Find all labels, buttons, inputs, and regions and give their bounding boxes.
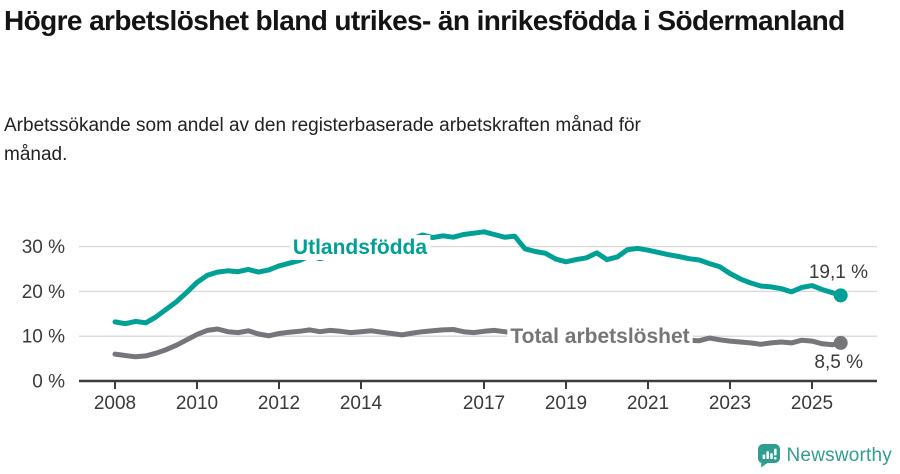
series-label-mask: [507, 324, 693, 349]
series-label: Utlandsfödda: [293, 236, 427, 259]
branding: Newsworthy: [757, 444, 892, 468]
x-axis-tick-label: 2008: [94, 393, 136, 414]
newsworthy-logo-text: Newsworthy: [786, 445, 892, 466]
end-value-annotation: 8,5 %: [814, 352, 863, 373]
x-axis-tick-label: 2025: [791, 393, 833, 414]
x-axis-tick-label: 2021: [627, 393, 669, 414]
x-axis-tick-label: 2017: [463, 393, 505, 414]
series-end-dot: [833, 288, 848, 303]
y-axis-tick-label: 0 %: [32, 372, 65, 393]
x-axis-tick-label: 2023: [709, 393, 751, 414]
y-axis-tick-label: 10 %: [22, 327, 65, 348]
y-axis-tick-label: 20 %: [22, 282, 65, 303]
series-line-foreign-born: [112, 229, 844, 327]
series-line-total: [112, 326, 844, 360]
x-axis-tick-label: 2014: [340, 393, 383, 414]
x-axis-tick-label: 2010: [176, 393, 218, 414]
x-axis-tick-label: 2019: [545, 393, 587, 414]
x-axis-tick-label: 2012: [258, 393, 300, 414]
series-label-mask: [289, 235, 431, 260]
chart-title: Högre arbetslöshet bland utrikes- än inr…: [4, 5, 845, 36]
y-axis-tick-label: 30 %: [22, 237, 65, 258]
end-value-annotation: 19,1 %: [809, 262, 868, 283]
unemployment-line-chart: 2008 2010 2012 2014 2017 2019 2021 2023 2025 0 % 1…: [22, 229, 877, 414]
series-end-dot: [833, 335, 848, 350]
series-label: Total arbetslöshet: [510, 325, 689, 348]
newsworthy-logo-icon: [757, 444, 780, 468]
chart-subtitle: Arbetssökande som andel av den registerb…: [4, 115, 641, 165]
